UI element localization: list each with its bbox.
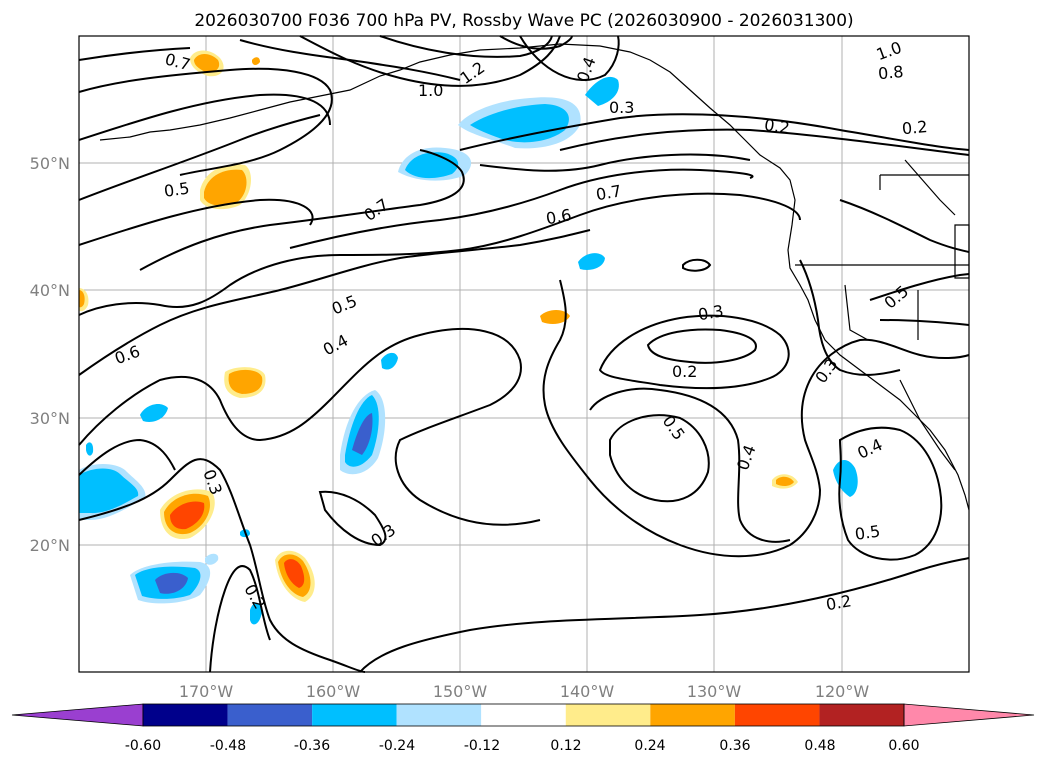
latitude-labels: 50°N 40°N 30°N 20°N bbox=[30, 154, 70, 555]
pv-contours bbox=[78, 35, 970, 673]
coastlines bbox=[99, 43, 970, 511]
colorbar-tick-label: -0.24 bbox=[379, 738, 415, 754]
lon-label: 120°W bbox=[815, 682, 870, 701]
contour-label: 0.8 bbox=[877, 62, 904, 83]
lon-label: 170°W bbox=[179, 682, 234, 701]
lat-label: 20°N bbox=[30, 536, 70, 555]
contour-label: 0.5 bbox=[854, 522, 882, 544]
colorbar-segment bbox=[227, 704, 313, 726]
positive-anomaly-patches bbox=[79, 50, 798, 602]
colorbar: -0.60 -0.48 -0.36 -0.24 -0.12 0.12 0.24 … bbox=[11, 703, 1035, 754]
map-frame bbox=[78, 35, 970, 673]
contour-label: 0.2 bbox=[901, 117, 928, 138]
colorbar-tick-label: 0.24 bbox=[634, 738, 665, 754]
longitude-labels: 170°W 160°W 150°W 140°W 130°W 120°W bbox=[179, 682, 870, 701]
colorbar-segments bbox=[11, 703, 1035, 727]
colorbar-tick-label: 0.12 bbox=[550, 738, 581, 754]
colorbar-tick-label: 0.48 bbox=[804, 738, 835, 754]
contour-label: 0.3 bbox=[609, 98, 634, 117]
lat-label: 50°N bbox=[30, 154, 70, 173]
figure-title: 2026030700 F036 700 hPa PV, Rossby Wave … bbox=[194, 11, 853, 31]
colorbar-frame bbox=[142, 703, 905, 727]
contour-label: 0.2 bbox=[672, 362, 697, 381]
map-panel: 0.7 1.2 1.0 0.4 0.3 0.2 0.2 1.0 0.8 0.5 … bbox=[78, 35, 970, 673]
gridlines bbox=[79, 36, 969, 672]
lon-label: 130°W bbox=[687, 682, 742, 701]
colorbar-segment bbox=[481, 704, 566, 726]
colorbar-tick-labels: -0.60 -0.48 -0.36 -0.24 -0.12 0.12 0.24 … bbox=[125, 738, 920, 754]
contour-label: 0.2 bbox=[824, 591, 852, 614]
contour-label: 0.6 bbox=[544, 205, 572, 228]
contour-label: 1.0 bbox=[418, 81, 443, 100]
colorbar-segment bbox=[734, 704, 820, 726]
pv-anomaly-shading bbox=[79, 50, 858, 625]
contour-label: 0.5 bbox=[163, 179, 191, 201]
lon-label: 140°W bbox=[560, 682, 615, 701]
colorbar-tick-label: -0.60 bbox=[125, 738, 161, 754]
lat-label: 40°N bbox=[30, 281, 70, 300]
lat-label: 30°N bbox=[30, 409, 70, 428]
colorbar-segment bbox=[312, 704, 397, 726]
contour-label: 0.7 bbox=[594, 181, 622, 204]
colorbar-tick-label: -0.48 bbox=[210, 738, 246, 754]
contour-label: 0.2 bbox=[763, 115, 791, 137]
colorbar-segment bbox=[819, 704, 904, 726]
colorbar-tick-label: 0.60 bbox=[888, 738, 919, 754]
colorbar-segment bbox=[565, 704, 651, 726]
negative-anomaly-patches bbox=[79, 76, 858, 625]
colorbar-extend-low bbox=[11, 703, 144, 727]
colorbar-tick-label: -0.12 bbox=[464, 738, 500, 754]
colorbar-extend-high bbox=[903, 703, 1035, 727]
colorbar-tick-label: -0.36 bbox=[294, 738, 330, 754]
colorbar-segment bbox=[396, 704, 482, 726]
colorbar-tick-label: 0.36 bbox=[719, 738, 750, 754]
lon-label: 160°W bbox=[306, 682, 361, 701]
contour-label: 0.3 bbox=[697, 301, 725, 324]
colorbar-segment bbox=[143, 704, 228, 726]
lon-label: 150°W bbox=[433, 682, 488, 701]
colorbar-segment bbox=[650, 704, 735, 726]
